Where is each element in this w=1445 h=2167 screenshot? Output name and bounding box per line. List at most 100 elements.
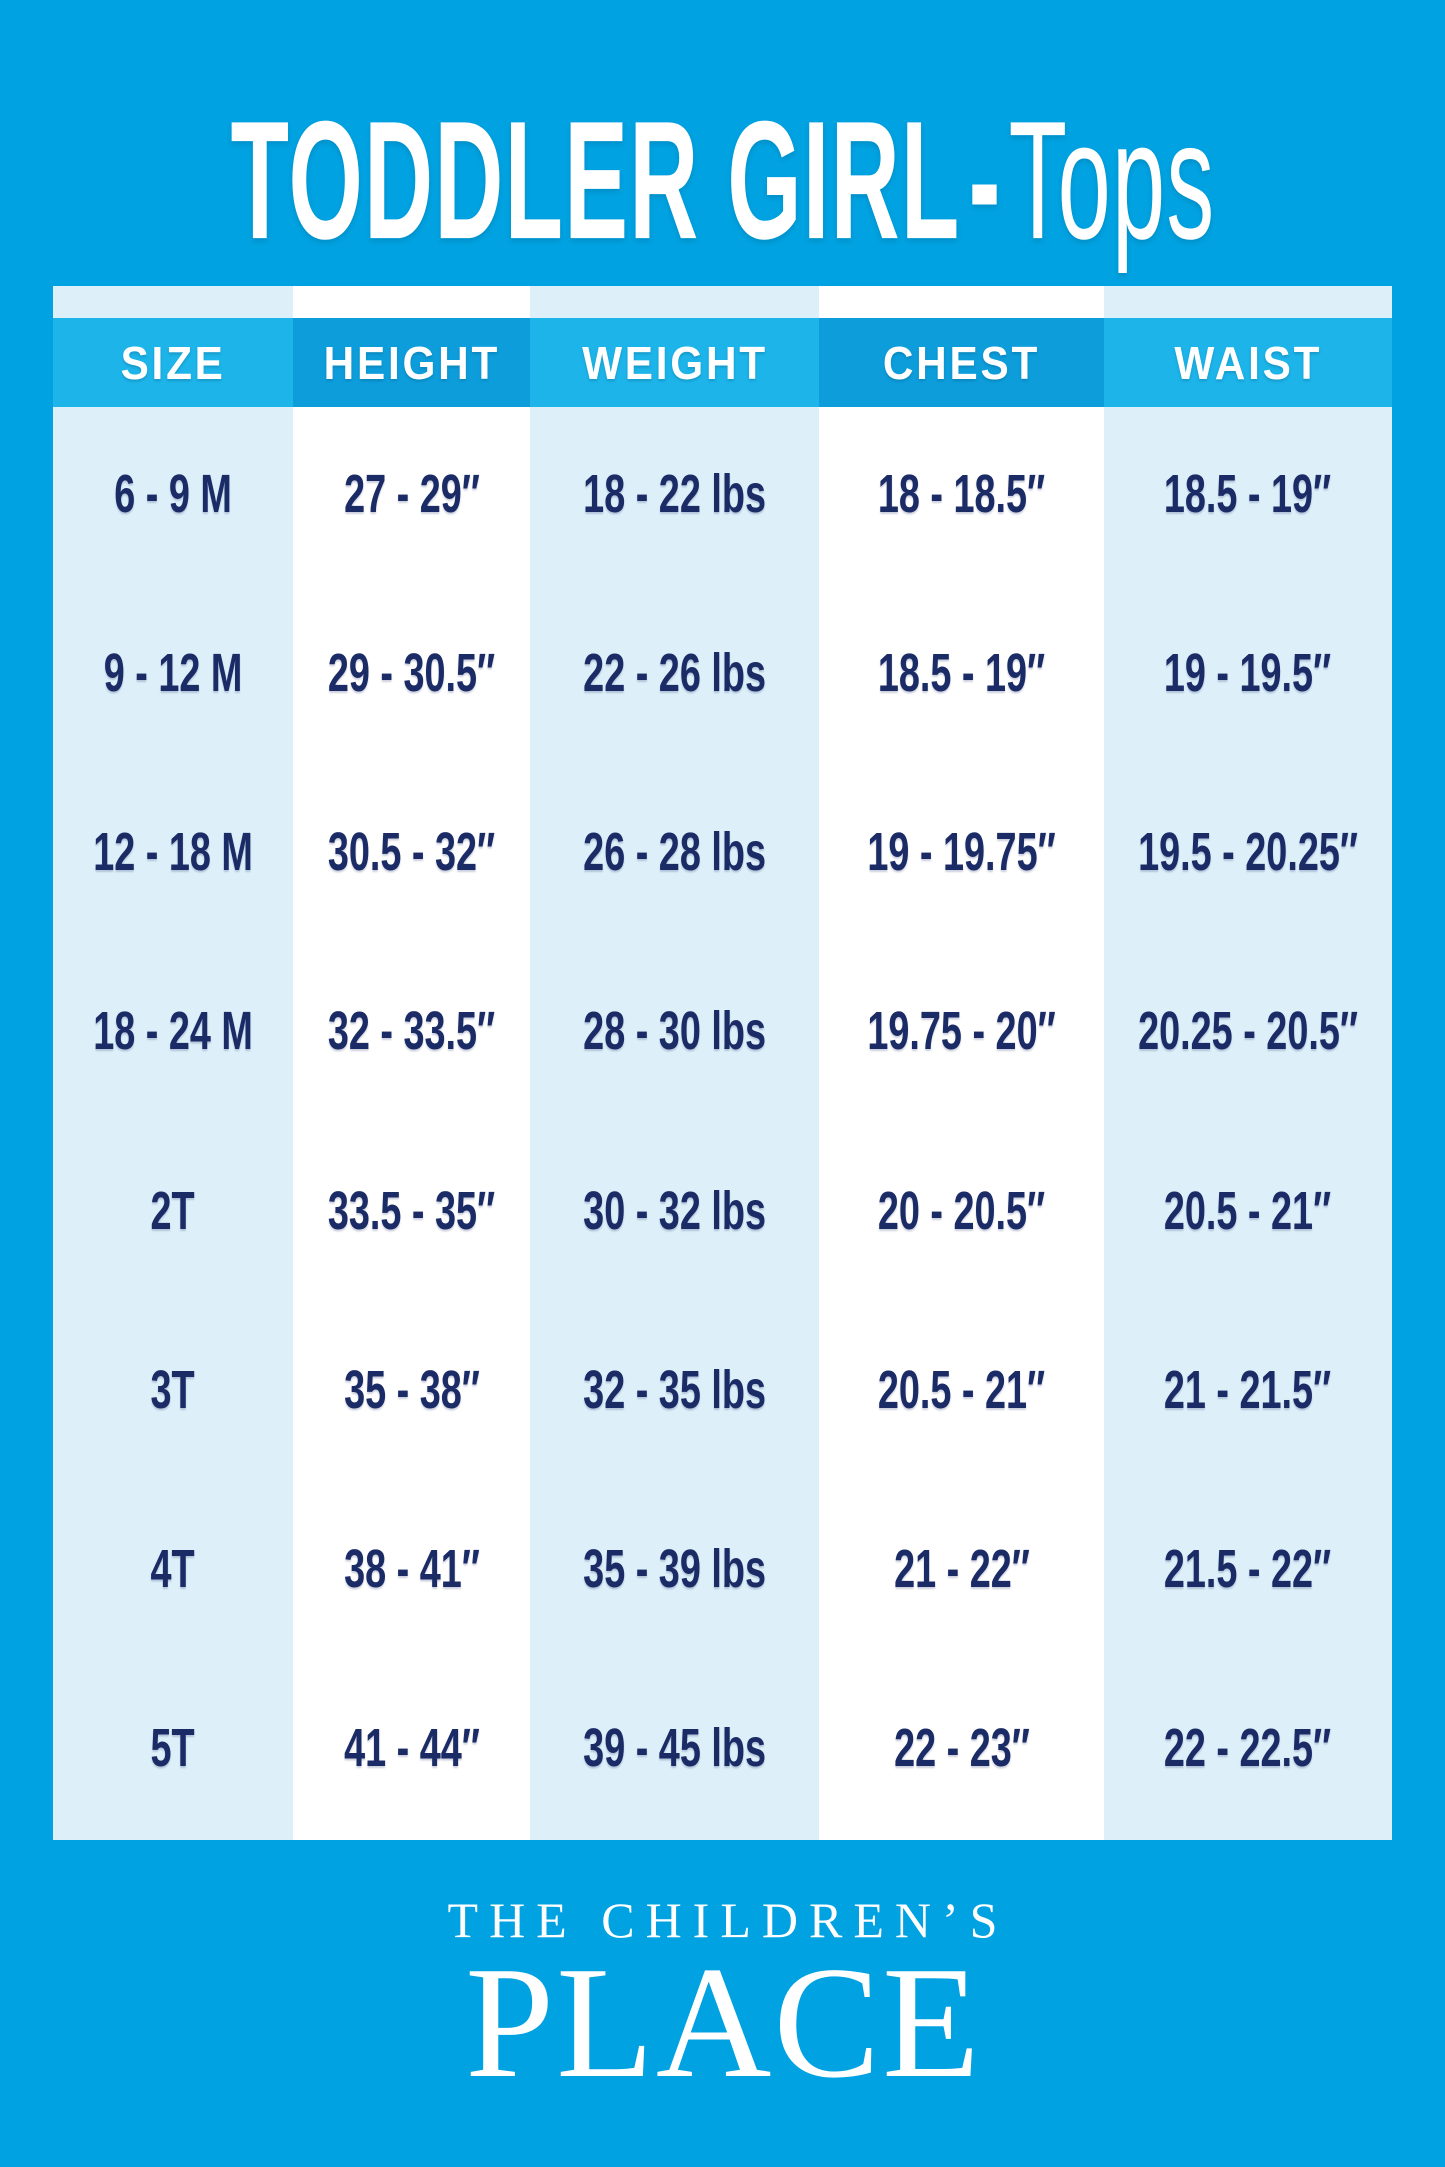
cell-size-row7: 4T [53, 1481, 293, 1661]
cell-waist-row1: 18.5 - 19″ [1104, 407, 1392, 587]
cell-size-row1: 6 - 9 M [53, 407, 293, 587]
size-table: SIZE HEIGHT WEIGHT CHEST WAIST 6 - 9 M 27 - 2… [53, 286, 1392, 1840]
strip-cell-chest [819, 286, 1104, 318]
cell-weight-row3: 26 - 28 lbs [530, 765, 819, 945]
cell-value: 3T [150, 1359, 196, 1420]
cell-height-row3: 30.5 - 32″ [293, 765, 530, 945]
cell-size-row6: 3T [53, 1302, 293, 1482]
cell-waist-row7: 21.5 - 22″ [1104, 1481, 1392, 1661]
strip-cell-weight [530, 286, 819, 318]
cell-value: 30 - 32 lbs [583, 1180, 766, 1241]
page-title-text: TODDLER GIRL-Tops [230, 95, 1215, 264]
cell-size-row8: 5T [53, 1660, 293, 1840]
cell-value: 18.5 - 19″ [1164, 464, 1332, 524]
title-category: TODDLER GIRL [230, 85, 961, 274]
table-body: 6 - 9 M 27 - 29″ 18 - 22 lbs 18 - 18.5″ 18.5… [53, 407, 1392, 1840]
cell-weight-row8: 39 - 45 lbs [530, 1660, 819, 1840]
cell-value: 39 - 45 lbs [583, 1717, 766, 1778]
cell-value: 21 - 22″ [893, 1538, 1030, 1599]
cell-height-row4: 32 - 33.5″ [293, 944, 530, 1124]
cell-value: 32 - 33.5″ [327, 1001, 496, 1062]
cell-value: 18 - 24 M [93, 1001, 253, 1062]
cell-value: 35 - 39 lbs [583, 1538, 766, 1599]
cell-value: 20.5 - 21″ [877, 1359, 1046, 1420]
cell-value: 27 - 29″ [343, 464, 480, 524]
cell-size-row3: 12 - 18 M [53, 765, 293, 945]
cell-height-row8: 41 - 44″ [293, 1660, 530, 1840]
table-header-row: SIZE HEIGHT WEIGHT CHEST WAIST [53, 318, 1392, 407]
cell-waist-row2: 19 - 19.5″ [1104, 586, 1392, 766]
column-header-waist: WAIST [1104, 318, 1392, 407]
cell-value: 18.5 - 19″ [877, 643, 1046, 704]
cell-value: 32 - 35 lbs [583, 1359, 766, 1420]
cell-value: 22 - 22.5″ [1164, 1717, 1332, 1778]
strip-cell-waist [1104, 286, 1392, 318]
cell-value: 33.5 - 35″ [327, 1180, 496, 1241]
cell-value: 38 - 41″ [343, 1538, 480, 1599]
cell-weight-row6: 32 - 35 lbs [530, 1302, 819, 1482]
brand-logo-line1: THE CHILDREN’S [447, 1892, 1009, 1948]
column-header-label: WEIGHT [581, 336, 768, 389]
cell-size-row2: 9 - 12 M [53, 586, 293, 766]
cell-waist-row4: 20.25 - 20.5″ [1104, 944, 1392, 1124]
strip-cell-height [293, 286, 530, 318]
cell-chest-row3: 19 - 19.75″ [819, 765, 1104, 945]
cell-chest-row5: 20 - 20.5″ [819, 1123, 1104, 1303]
column-header-label: SIZE [120, 336, 226, 389]
cell-value: 5T [150, 1717, 196, 1778]
cell-weight-row5: 30 - 32 lbs [530, 1123, 819, 1303]
cell-height-row2: 29 - 30.5″ [293, 586, 530, 766]
cell-height-row6: 35 - 38″ [293, 1302, 530, 1482]
cell-chest-row6: 20.5 - 21″ [819, 1302, 1104, 1482]
page-title: TODDLER GIRL-Tops [0, 70, 1445, 290]
cell-waist-row5: 20.5 - 21″ [1104, 1123, 1392, 1303]
strip-cell-size [53, 286, 293, 318]
cell-chest-row4: 19.75 - 20″ [819, 944, 1104, 1124]
cell-size-row5: 2T [53, 1123, 293, 1303]
cell-chest-row8: 22 - 23″ [819, 1660, 1104, 1840]
cell-weight-row4: 28 - 30 lbs [530, 944, 819, 1124]
cell-weight-row7: 35 - 39 lbs [530, 1481, 819, 1661]
cell-value: 18 - 22 lbs [583, 464, 766, 524]
column-header-size: SIZE [53, 318, 293, 407]
title-garment: Tops [1008, 85, 1215, 274]
cell-size-row4: 18 - 24 M [53, 944, 293, 1124]
column-header-label: WAIST [1174, 336, 1322, 389]
cell-value: 41 - 44″ [343, 1717, 480, 1778]
cell-chest-row1: 18 - 18.5″ [819, 407, 1104, 587]
cell-value: 30.5 - 32″ [327, 822, 496, 883]
cell-value: 12 - 18 M [93, 822, 253, 883]
cell-height-row5: 33.5 - 35″ [293, 1123, 530, 1303]
cell-chest-row7: 21 - 22″ [819, 1481, 1104, 1661]
column-header-height: HEIGHT [293, 318, 530, 407]
cell-value: 26 - 28 lbs [583, 822, 766, 883]
cell-value: 18 - 18.5″ [877, 464, 1046, 524]
cell-value: 19.5 - 20.25″ [1138, 822, 1358, 883]
cell-value: 29 - 30.5″ [327, 643, 496, 704]
cell-height-row7: 38 - 41″ [293, 1481, 530, 1661]
cell-value: 9 - 12 M [103, 643, 243, 704]
cell-value: 22 - 23″ [893, 1717, 1030, 1778]
cell-waist-row6: 21 - 21.5″ [1104, 1302, 1392, 1482]
cell-value: 20.25 - 20.5″ [1138, 1001, 1358, 1062]
brand-logo-line2: PLACE [465, 1933, 982, 2111]
cell-value: 21 - 21.5″ [1164, 1359, 1332, 1420]
column-header-label: CHEST [882, 336, 1041, 389]
cell-weight-row1: 18 - 22 lbs [530, 407, 819, 587]
cell-value: 19.75 - 20″ [867, 1001, 1056, 1062]
cell-value: 4T [150, 1538, 196, 1599]
cell-value: 19 - 19.5″ [1164, 643, 1332, 704]
cell-value: 22 - 26 lbs [583, 643, 766, 704]
cell-value: 35 - 38″ [343, 1359, 480, 1420]
column-header-chest: CHEST [819, 318, 1104, 407]
cell-chest-row2: 18.5 - 19″ [819, 586, 1104, 766]
column-header-label: HEIGHT [323, 336, 500, 389]
cell-value: 19 - 19.75″ [867, 822, 1056, 883]
title-separator: - [968, 85, 1000, 274]
table-top-strip [53, 286, 1392, 318]
cell-value: 21.5 - 22″ [1164, 1538, 1332, 1599]
column-header-weight: WEIGHT [530, 318, 819, 407]
cell-waist-row3: 19.5 - 20.25″ [1104, 765, 1392, 945]
cell-weight-row2: 22 - 26 lbs [530, 586, 819, 766]
